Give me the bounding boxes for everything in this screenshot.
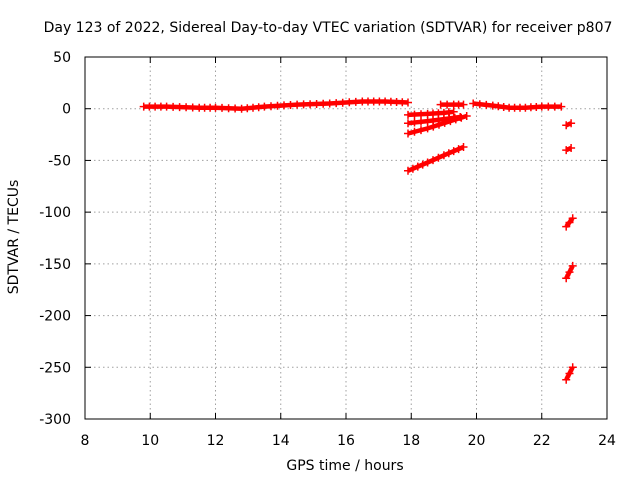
data-point (565, 218, 574, 227)
data-point (449, 147, 458, 156)
data-point (568, 261, 577, 270)
data-series-arc-1 (139, 97, 412, 113)
data-point (567, 119, 576, 128)
data-point (565, 268, 574, 277)
y-axis-label: SDTVAR / TECUs (6, 180, 22, 295)
y-tick-label: 50 (53, 50, 71, 66)
data-point (568, 363, 577, 372)
data-point (429, 156, 437, 165)
data-point (423, 158, 432, 167)
data-point (423, 124, 432, 133)
data-point (454, 145, 463, 154)
data-point (459, 143, 468, 151)
y-tick-label: -250 (39, 360, 71, 376)
y-tick-label: -150 (39, 257, 71, 273)
data-series-arc-11 (562, 261, 577, 283)
data-point (444, 149, 453, 158)
axis-ticks: 8 10 12 14 16 18 20 22 24 50 0 -50 -100 -150 -200 -250 -… (39, 50, 616, 449)
data-series-arc-6 (436, 100, 468, 109)
data-layer (139, 97, 577, 384)
data-point (429, 122, 438, 131)
data-point (567, 144, 576, 152)
data-point (449, 107, 458, 116)
data-series-arc-9 (562, 144, 576, 155)
x-tick-label: 12 (207, 433, 225, 449)
data-series-arc-12 (562, 363, 577, 384)
data-point (562, 121, 571, 130)
data-point (408, 164, 417, 173)
data-point (417, 126, 425, 135)
y-tick-label: 0 (62, 102, 71, 118)
data-series-arc-5 (404, 143, 468, 175)
y-tick-label: -300 (39, 412, 71, 428)
data-series-arc-7 (469, 99, 566, 112)
chart-title: Day 123 of 2022, Sidereal Day-to-day VTE… (44, 20, 613, 36)
data-point (562, 375, 571, 384)
x-tick-label: 8 (81, 433, 90, 449)
x-tick-label: 18 (402, 433, 420, 449)
x-tick-label: 24 (598, 433, 616, 449)
data-point (565, 369, 574, 378)
x-tick-label: 20 (468, 433, 486, 449)
y-tick-label: -100 (39, 205, 71, 221)
data-series-arc-10 (562, 214, 577, 231)
data-point (404, 166, 412, 175)
data-point (459, 100, 468, 109)
y-tick-label: -200 (39, 309, 71, 325)
data-point (562, 222, 571, 231)
data-point (457, 113, 466, 122)
x-tick-label: 10 (141, 433, 159, 449)
data-point (434, 153, 443, 162)
data-point (451, 115, 460, 124)
data-point (562, 274, 571, 283)
data-point (446, 117, 455, 126)
data-series-arc-2 (404, 107, 458, 119)
x-tick-label: 16 (337, 433, 355, 449)
data-point (418, 160, 427, 169)
data-point (568, 214, 577, 223)
x-tick-label: 22 (533, 433, 551, 449)
y-tick-label: -50 (48, 153, 71, 169)
data-point (557, 102, 566, 111)
data-point (562, 146, 571, 155)
data-point (413, 162, 422, 171)
data-point (440, 118, 449, 127)
data-point (462, 112, 471, 120)
data-point (439, 151, 448, 160)
data-point (404, 129, 412, 138)
x-axis-label: GPS time / hours (286, 458, 403, 474)
grid (85, 57, 607, 419)
data-point (410, 127, 419, 136)
data-point (435, 120, 443, 129)
data-series-arc-8 (562, 119, 576, 130)
data-point (404, 98, 412, 107)
data-series-arc-4 (404, 112, 471, 138)
x-tick-label: 14 (272, 433, 290, 449)
plot-area-frame (84, 56, 608, 420)
